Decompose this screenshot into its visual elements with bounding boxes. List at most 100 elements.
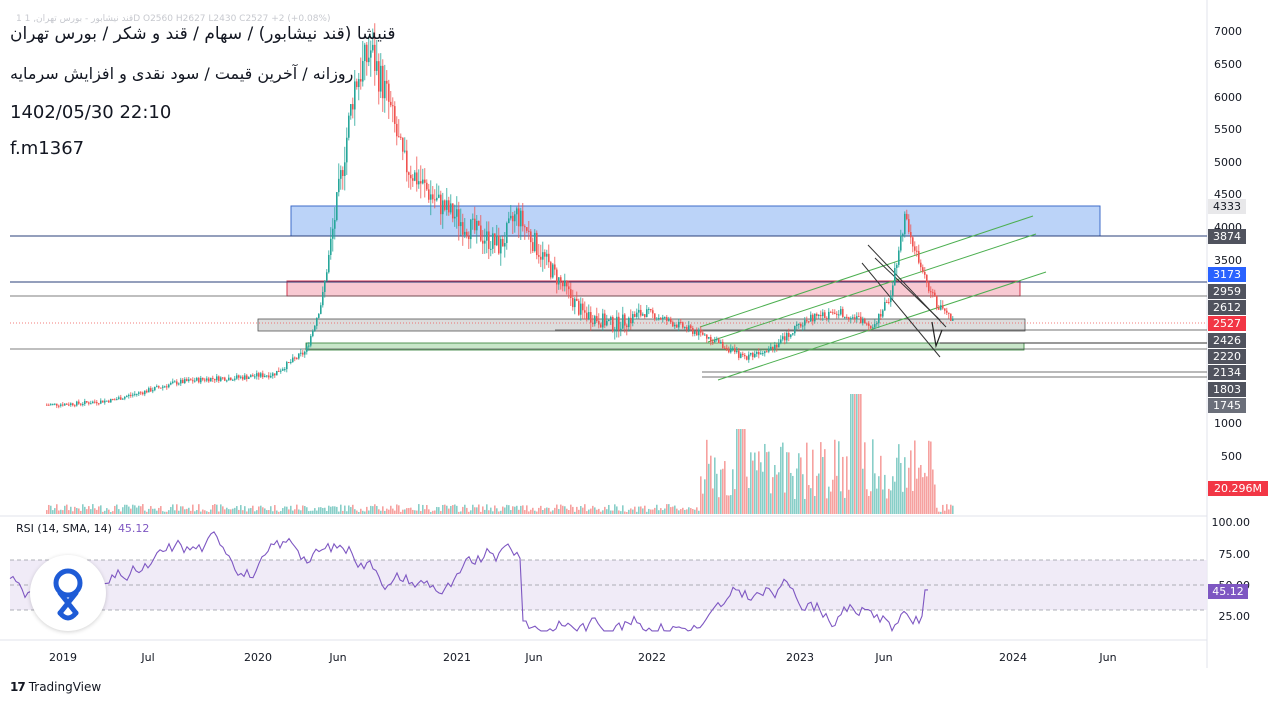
time-axis-label: 2023 <box>786 651 814 664</box>
volume-bar <box>554 507 556 514</box>
candle-body <box>832 312 834 314</box>
volume-bar <box>250 508 252 514</box>
candle-body <box>592 322 594 325</box>
volume-bar <box>128 506 130 514</box>
rsi-legend[interactable]: RSI (14, SMA, 14) 45.12 <box>16 522 149 535</box>
volume-bar <box>852 394 854 514</box>
candle-body <box>346 137 348 163</box>
volume-bar <box>380 510 382 514</box>
volume-bar <box>208 511 210 514</box>
volume-bar <box>886 498 888 514</box>
volume-bar <box>764 443 766 514</box>
volume-bar <box>364 511 366 514</box>
volume-bar <box>234 507 236 514</box>
volume-bar <box>238 509 240 514</box>
volume-bar <box>60 509 62 514</box>
candle-body <box>598 321 600 325</box>
candle-body <box>686 327 688 330</box>
candle-body <box>928 282 930 292</box>
candle-body <box>806 320 808 322</box>
candle-body <box>760 353 762 355</box>
volume-bar <box>102 511 104 514</box>
volume-bar <box>696 507 698 514</box>
tradingview-brand[interactable]: 17 TradingView <box>10 680 101 694</box>
volume-bar <box>742 429 744 514</box>
candle-body <box>626 325 628 328</box>
volume-bar <box>304 505 306 514</box>
candle-body <box>100 400 102 404</box>
candle-body <box>320 305 322 314</box>
candle-body <box>634 314 636 317</box>
volume-bar <box>580 506 582 514</box>
candle-body <box>178 383 180 385</box>
volume-bar <box>836 475 838 514</box>
candle-body <box>648 308 650 310</box>
price-level-tag <box>1208 267 1246 282</box>
candle-body <box>870 325 872 329</box>
volume-value: 20.296M <box>1214 482 1262 495</box>
volume-bar <box>560 504 562 514</box>
volume-bar <box>638 506 640 514</box>
candle-body <box>454 216 456 219</box>
price-level-value: 1745 <box>1213 399 1241 412</box>
volume-bar <box>706 439 708 514</box>
volume-bar <box>504 507 506 514</box>
volume-bar <box>546 507 548 514</box>
candle-body <box>222 377 224 379</box>
volume-bar <box>790 472 792 514</box>
volume-bar <box>242 510 244 514</box>
volume-bar <box>308 511 310 514</box>
candle-body <box>712 341 714 343</box>
volume-bar <box>878 476 880 514</box>
volume-bar <box>650 509 652 514</box>
volume-bar <box>744 429 746 514</box>
candle-body <box>442 200 444 215</box>
volume-bar <box>438 507 440 514</box>
candle-body <box>574 298 576 308</box>
candle-body <box>568 286 570 290</box>
volume-bar <box>340 504 342 514</box>
volume-bar <box>126 504 128 514</box>
volume-bar <box>294 509 296 514</box>
volume-bar <box>154 508 156 514</box>
candle-body <box>650 308 652 311</box>
volume-bar <box>334 506 336 514</box>
candle-body <box>294 357 296 359</box>
candle-body <box>328 254 330 273</box>
volume-bar <box>734 489 736 514</box>
candle-body <box>498 235 500 254</box>
candle-body <box>722 341 724 348</box>
candle-body <box>674 324 676 327</box>
volume-bar <box>290 505 292 514</box>
candle-body <box>374 44 376 71</box>
candle-body <box>606 320 608 326</box>
candle-body <box>752 352 754 358</box>
volume-bar <box>838 441 840 514</box>
volume-bar <box>816 475 818 514</box>
candle-body <box>512 215 514 222</box>
candle-body <box>522 210 524 227</box>
volume-bar <box>160 506 162 514</box>
candle-body <box>534 232 536 252</box>
candle-body <box>118 397 120 400</box>
volume-bar <box>952 505 954 514</box>
volume-bar <box>372 506 374 514</box>
candle-body <box>270 375 272 378</box>
candle-body <box>778 342 780 348</box>
volume-bar <box>426 505 428 514</box>
volume-bar <box>566 508 568 514</box>
volume-bar <box>698 510 700 514</box>
volume-bar <box>716 473 718 514</box>
volume-bar <box>210 509 212 514</box>
price-candles <box>46 23 954 409</box>
candle-body <box>290 361 292 363</box>
volume-bar <box>842 456 844 514</box>
candle-body <box>146 390 148 393</box>
candle-body <box>560 277 562 282</box>
candle-body <box>750 352 752 355</box>
candle-body <box>440 194 442 215</box>
volume-bar <box>462 506 464 514</box>
volume-bar <box>356 510 358 514</box>
candle-body <box>448 200 450 213</box>
candle-body <box>336 192 338 221</box>
